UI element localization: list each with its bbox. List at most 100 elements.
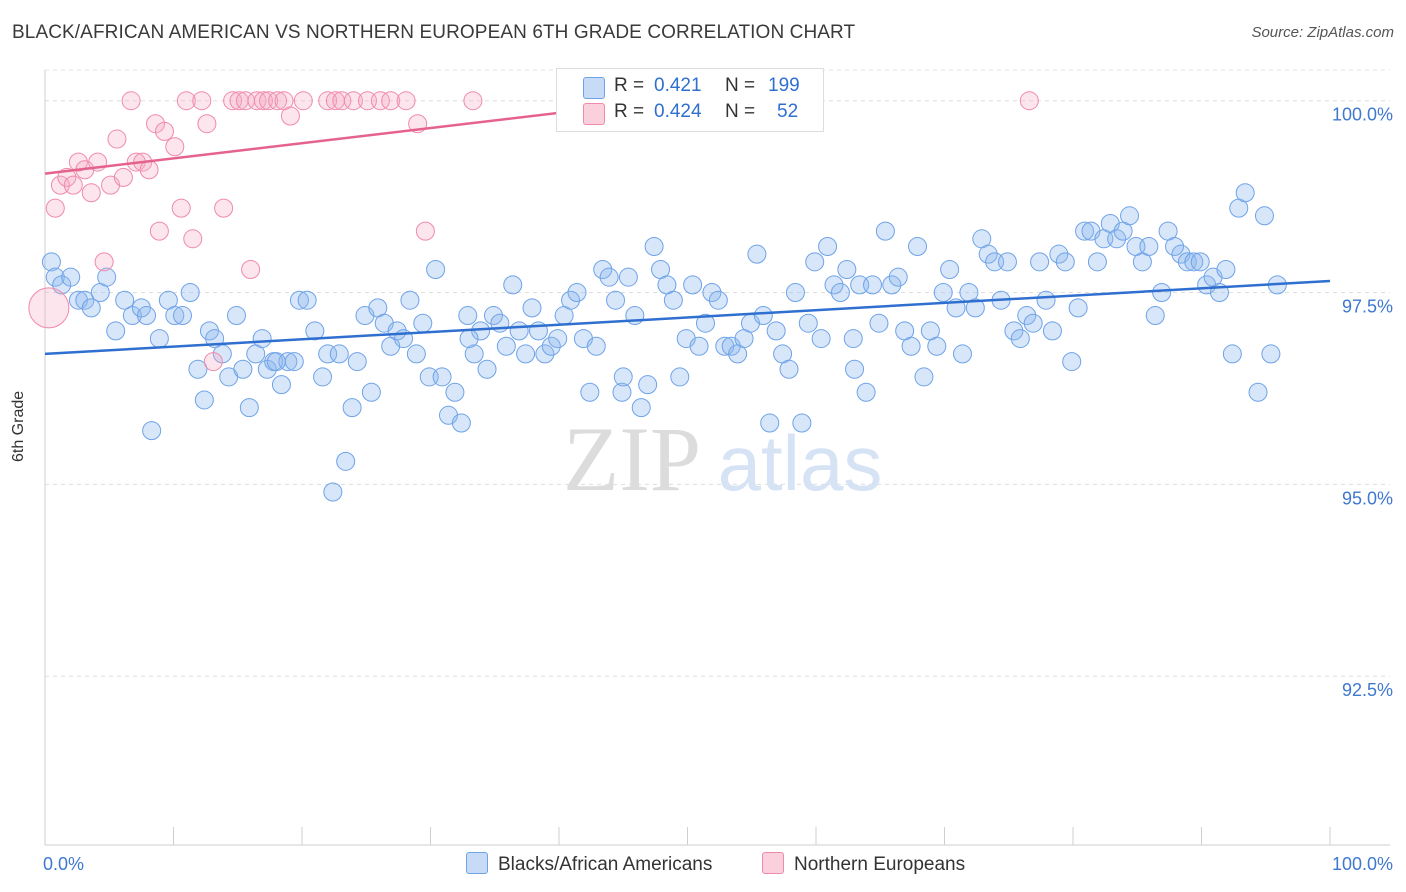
data-point-blue — [978, 244, 998, 264]
data-point-blue — [1152, 283, 1172, 303]
data-point-blue — [997, 252, 1017, 272]
bottom-legend-label-blue: Blacks/African Americans — [498, 854, 713, 875]
data-point-blue — [612, 382, 632, 402]
data-point-blue — [342, 398, 362, 418]
data-point-blue — [1145, 306, 1165, 326]
chart-title: BLACK/AFRICAN AMERICAN VS NORTHERN EUROP… — [12, 22, 856, 43]
data-point-blue — [115, 290, 135, 310]
data-point-blue — [702, 283, 722, 303]
data-point-blue — [106, 321, 126, 341]
data-point-blue — [1042, 321, 1062, 341]
data-point-pink — [176, 91, 196, 111]
data-point-blue — [432, 367, 452, 387]
data-point-blue — [305, 321, 325, 341]
data-point-pink — [171, 198, 191, 218]
data-point-blue — [188, 359, 208, 379]
data-point-blue — [496, 336, 516, 356]
data-point-blue — [753, 306, 773, 326]
data-point-blue — [1165, 236, 1185, 256]
data-point-blue — [599, 267, 619, 287]
data-point-blue — [142, 421, 162, 441]
data-point-blue — [1120, 206, 1140, 226]
data-point-blue — [798, 313, 818, 333]
bottom-legend-swatch-blue — [466, 852, 488, 874]
data-point-blue — [516, 344, 536, 364]
data-point-blue — [689, 336, 709, 356]
data-point-blue — [271, 375, 291, 395]
data-point-blue — [830, 283, 850, 303]
data-point-blue — [779, 359, 799, 379]
data-point-blue — [445, 382, 465, 402]
data-point-blue — [522, 298, 542, 318]
data-point-blue — [548, 329, 568, 349]
data-point-blue — [347, 352, 367, 372]
data-point-blue — [81, 298, 101, 318]
data-point-pink — [280, 106, 300, 126]
data-point-blue — [194, 390, 214, 410]
data-point-pink — [192, 91, 212, 111]
data-point-blue — [586, 336, 606, 356]
legend-r-value: 0.424 — [654, 101, 702, 122]
data-point-blue — [400, 290, 420, 310]
y-tick-label: 95.0% — [1342, 488, 1393, 508]
data-point-blue — [1254, 206, 1274, 226]
data-point-blue — [406, 344, 426, 364]
data-point-blue — [1023, 313, 1043, 333]
data-point-blue — [477, 359, 497, 379]
data-point-blue — [1062, 352, 1082, 372]
data-point-blue — [695, 313, 715, 333]
data-point-pink — [381, 91, 401, 111]
data-point-blue — [747, 244, 767, 264]
data-point-blue — [940, 260, 960, 280]
data-point-blue — [1010, 329, 1030, 349]
data-point-blue — [824, 275, 844, 295]
data-point-blue — [1087, 252, 1107, 272]
data-point-blue — [313, 367, 333, 387]
data-point-pink — [183, 229, 203, 249]
data-point-blue — [863, 275, 883, 295]
data-point-blue — [1017, 306, 1037, 326]
bottom-legend-pink: Northern Europeans — [762, 852, 965, 876]
data-point-pink — [214, 198, 234, 218]
data-point-blue — [464, 344, 484, 364]
data-point-pink — [57, 167, 77, 187]
data-point-blue — [837, 260, 857, 280]
x-tick-label: 100.0% — [1332, 854, 1393, 874]
data-point-pink — [241, 260, 261, 280]
data-point-blue — [766, 321, 786, 341]
data-point-blue — [318, 344, 338, 364]
data-point-blue — [1036, 290, 1056, 310]
data-point-blue — [233, 359, 253, 379]
data-point-blue — [613, 367, 633, 387]
data-point-pink — [370, 91, 390, 111]
data-point-blue — [856, 382, 876, 402]
data-point-blue — [503, 275, 523, 295]
data-point-blue — [914, 367, 934, 387]
watermark-zip: ZIP — [563, 408, 701, 510]
data-point-blue — [180, 283, 200, 303]
data-point-pink — [121, 91, 141, 111]
legend-r-label: R = — [614, 75, 645, 96]
data-point-blue — [927, 336, 947, 356]
data-point-pink — [247, 91, 267, 111]
data-point-blue — [226, 306, 246, 326]
data-point-blue — [278, 352, 298, 372]
data-point-blue — [284, 352, 304, 372]
data-point-blue — [1139, 236, 1159, 256]
data-point-blue — [580, 382, 600, 402]
bottom-legend-label-pink: Northern Europeans — [794, 854, 966, 875]
data-point-blue — [483, 306, 503, 326]
data-point-pink — [139, 160, 159, 180]
data-point-pink — [203, 352, 223, 372]
data-point-blue — [683, 275, 703, 295]
bottom-legend-blue: Blacks/African Americans — [466, 852, 712, 876]
data-point-blue — [413, 313, 433, 333]
data-point-pink — [107, 129, 127, 149]
y-tick-label: 92.5% — [1342, 680, 1393, 700]
data-point-blue — [336, 451, 356, 471]
data-point-blue — [663, 290, 683, 310]
data-point-blue — [45, 267, 65, 287]
data-point-blue — [172, 306, 192, 326]
data-point-blue — [792, 413, 812, 433]
